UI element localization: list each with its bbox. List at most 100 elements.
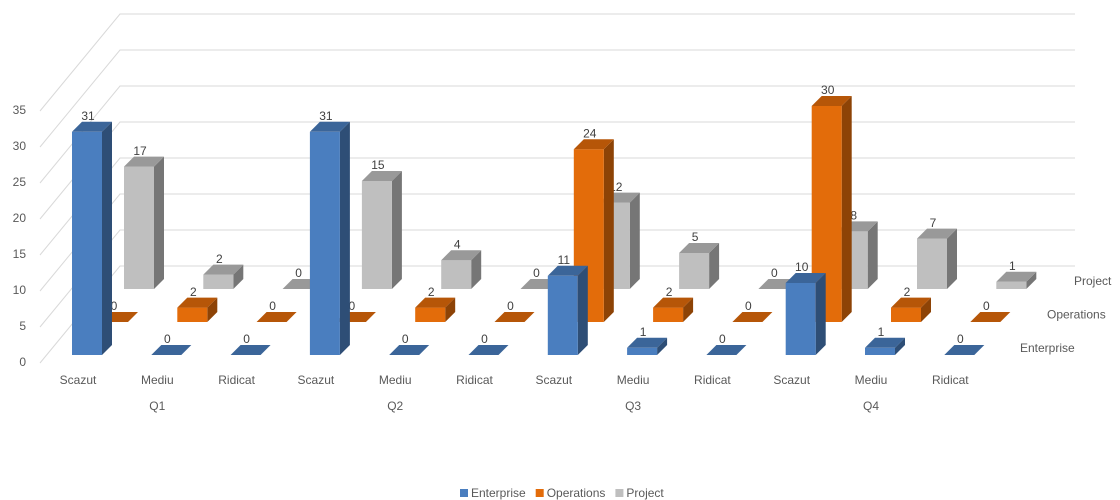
value-label: 2 bbox=[666, 285, 673, 299]
bar-front bbox=[177, 307, 208, 322]
bar-top bbox=[203, 264, 244, 275]
bar bbox=[415, 297, 456, 322]
bar-front bbox=[441, 260, 472, 289]
grid-line bbox=[39, 265, 1075, 364]
y-tick-label: 35 bbox=[13, 103, 27, 117]
bar bbox=[309, 121, 350, 355]
x-tick-label: Mediu bbox=[141, 373, 174, 387]
legend-label: Operations bbox=[547, 486, 606, 500]
depth-label: Operations bbox=[1047, 308, 1106, 322]
bar-front bbox=[203, 274, 234, 289]
bar-top bbox=[573, 139, 614, 150]
value-label: 31 bbox=[319, 109, 333, 123]
x-tick-label: Mediu bbox=[855, 373, 888, 387]
bar-front bbox=[679, 253, 710, 289]
value-label: 0 bbox=[269, 299, 276, 313]
value-label: 0 bbox=[983, 299, 990, 313]
grid-line bbox=[39, 193, 1075, 292]
value-label: 10 bbox=[795, 260, 809, 274]
bar-side bbox=[154, 156, 164, 289]
bar-top bbox=[468, 345, 509, 355]
value-label: 0 bbox=[719, 332, 726, 346]
bar bbox=[917, 228, 957, 289]
bar bbox=[177, 297, 218, 322]
bar-side bbox=[391, 171, 402, 289]
bar bbox=[389, 345, 430, 355]
bar-front bbox=[72, 131, 102, 355]
bar-side bbox=[921, 297, 931, 322]
x-tick-label: Scazut bbox=[298, 373, 335, 387]
value-label: 0 bbox=[402, 332, 409, 346]
bar-front bbox=[361, 181, 392, 289]
legend-swatch bbox=[615, 489, 624, 497]
bar-side bbox=[339, 121, 350, 355]
group-label: Q4 bbox=[863, 399, 879, 413]
group-label: Q3 bbox=[625, 399, 641, 413]
bar-top bbox=[494, 312, 535, 322]
bar-front bbox=[891, 307, 921, 322]
bar-side bbox=[577, 265, 588, 355]
bar-front bbox=[917, 238, 947, 289]
legend-swatch bbox=[460, 489, 468, 497]
value-label: 0 bbox=[295, 266, 302, 280]
bar bbox=[785, 273, 826, 355]
bar-top bbox=[627, 337, 668, 348]
bar-side bbox=[841, 96, 852, 322]
bar bbox=[679, 243, 720, 289]
value-label: 5 bbox=[692, 230, 699, 244]
grid-line bbox=[39, 229, 1075, 328]
x-tick-label: Ridicat bbox=[694, 373, 731, 387]
bar bbox=[732, 312, 773, 322]
value-label: 15 bbox=[371, 158, 385, 172]
value-label: 0 bbox=[349, 299, 356, 313]
x-tick-label: Mediu bbox=[617, 373, 650, 387]
bar bbox=[230, 345, 271, 355]
bar bbox=[441, 250, 482, 289]
bar bbox=[151, 345, 192, 355]
bar-top bbox=[891, 297, 931, 308]
bar bbox=[970, 312, 1011, 322]
bar-side bbox=[445, 297, 456, 322]
value-label: 0 bbox=[507, 299, 514, 313]
bar-top bbox=[917, 228, 957, 239]
legend-swatch bbox=[535, 489, 544, 497]
value-label: 17 bbox=[133, 144, 147, 158]
bar-top bbox=[653, 297, 694, 308]
bar-top bbox=[389, 345, 430, 355]
bar bbox=[361, 171, 402, 289]
value-label: 2 bbox=[190, 285, 197, 299]
legend-label: Project bbox=[626, 486, 664, 500]
bar-side bbox=[867, 221, 878, 289]
bar bbox=[547, 265, 588, 355]
bar-front bbox=[865, 347, 895, 355]
bar-side bbox=[683, 297, 694, 322]
legend-label: Enterprise bbox=[471, 486, 526, 500]
value-label: 30 bbox=[821, 83, 835, 97]
bar-front bbox=[996, 281, 1027, 289]
bar-side bbox=[1026, 271, 1037, 289]
bar-side bbox=[471, 250, 482, 289]
value-label: 2 bbox=[904, 285, 911, 299]
grid-line bbox=[39, 85, 1075, 184]
bar bbox=[653, 297, 694, 322]
bar-side bbox=[815, 273, 826, 355]
depth-label: Project bbox=[1074, 274, 1112, 288]
bar-top bbox=[441, 250, 482, 261]
value-label: 0 bbox=[771, 266, 778, 280]
grid-line bbox=[39, 49, 1075, 148]
bar bbox=[203, 264, 244, 289]
bar-top bbox=[256, 312, 297, 322]
bar-front bbox=[653, 307, 684, 322]
bar bbox=[468, 345, 509, 355]
bar-top bbox=[361, 171, 402, 181]
bar-top bbox=[679, 243, 720, 253]
value-label: 11 bbox=[558, 253, 571, 267]
grid-line bbox=[39, 121, 1075, 220]
bar-front bbox=[547, 275, 578, 355]
value-label: 0 bbox=[111, 299, 118, 313]
bar-top bbox=[732, 312, 773, 322]
x-tick-label: Scazut bbox=[535, 373, 572, 387]
bar-top bbox=[811, 96, 852, 106]
bar bbox=[811, 96, 852, 322]
